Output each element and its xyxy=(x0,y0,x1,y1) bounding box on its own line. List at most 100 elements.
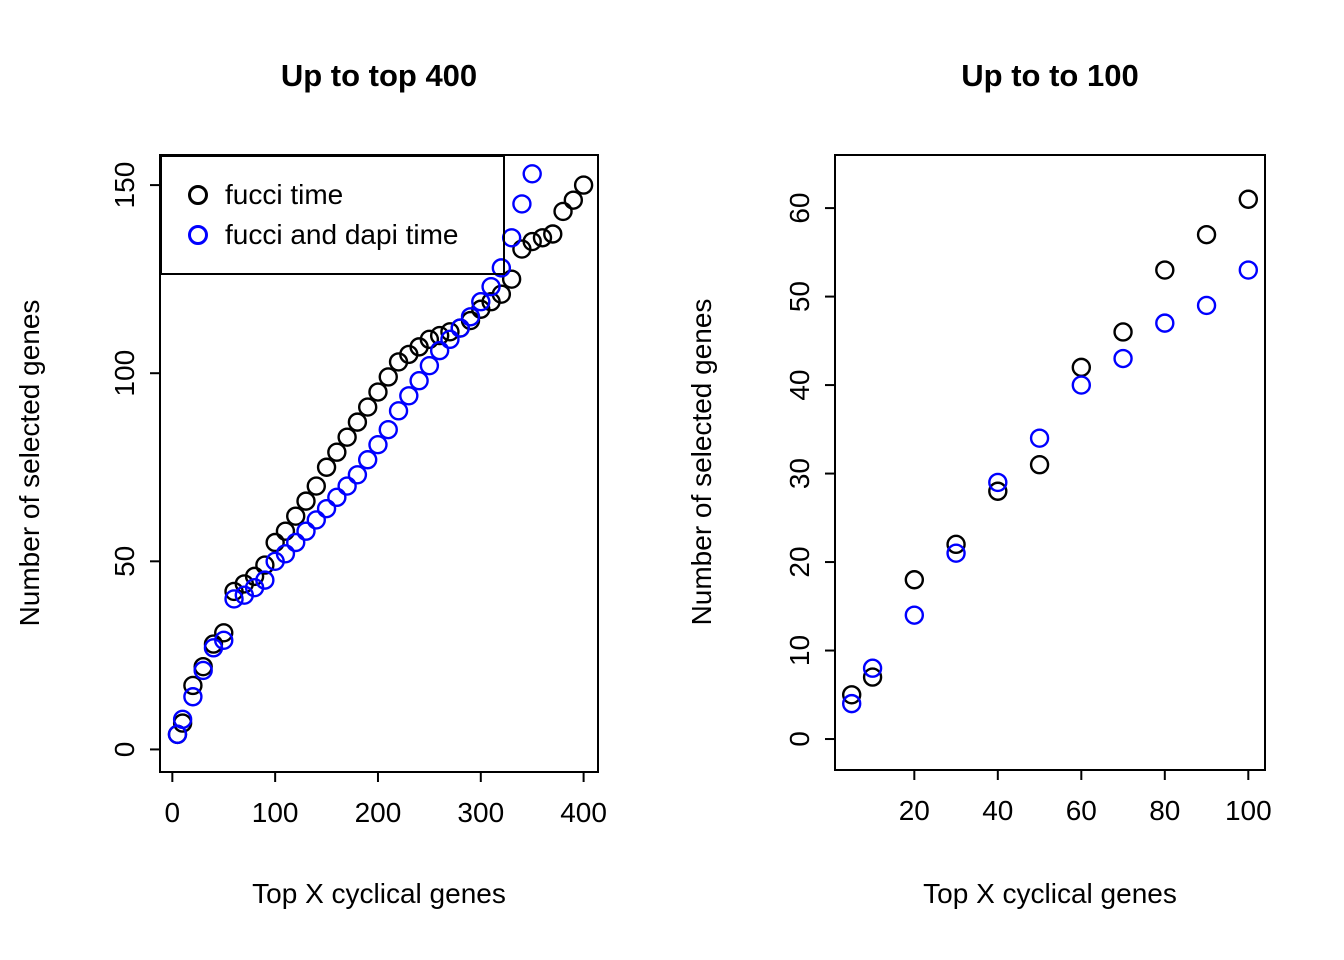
data-point-series-0 xyxy=(440,322,460,342)
data-point-series-1 xyxy=(440,329,460,350)
data-point-series-0 xyxy=(193,656,213,677)
x-tick-label: 300 xyxy=(457,797,504,828)
data-point-series-1 xyxy=(1113,348,1133,369)
data-point-series-1 xyxy=(419,355,440,376)
data-point-series-0 xyxy=(532,228,553,248)
y-tick-label: 10 xyxy=(784,635,815,666)
data-point-series-0 xyxy=(419,329,440,350)
data-point-series-0 xyxy=(337,427,357,447)
panel-left: Up to top 400 Number of selected genes T… xyxy=(14,58,607,909)
x-tick-label: 0 xyxy=(165,797,181,828)
data-point-series-0 xyxy=(1196,224,1217,245)
data-point-series-1 xyxy=(1155,313,1175,333)
data-point-series-1 xyxy=(460,307,481,327)
y-tick-label: 100 xyxy=(109,350,140,397)
y-tick-label: 150 xyxy=(109,162,140,209)
data-point-series-1 xyxy=(368,434,388,455)
legend-row-fucci-time: fucci time xyxy=(188,181,503,209)
data-point-series-0 xyxy=(255,555,275,575)
y-tick-label: 40 xyxy=(784,369,815,400)
data-point-series-1 xyxy=(306,510,326,530)
data-point-series-0 xyxy=(1071,357,1092,378)
data-point-series-1 xyxy=(275,544,296,564)
panel-right: Up to to 100 Number of selected genes To… xyxy=(672,0,1344,960)
data-point-series-1 xyxy=(481,276,501,297)
data-point-series-0 xyxy=(563,190,584,210)
data-point-series-0 xyxy=(1113,322,1133,342)
data-point-series-0 xyxy=(946,534,966,555)
x-tick-label: 400 xyxy=(560,797,607,828)
data-point-series-0 xyxy=(183,675,203,696)
y-tick-label: 50 xyxy=(784,281,815,312)
data-point-series-1 xyxy=(862,658,883,678)
data-point-series-0 xyxy=(862,667,883,687)
data-point-series-0 xyxy=(214,623,234,643)
data-point-series-1 xyxy=(1196,295,1217,316)
data-point-series-1 xyxy=(471,292,491,312)
data-point-series-0 xyxy=(501,269,522,289)
legend-marker-black-circle-icon xyxy=(188,185,208,205)
legend-marker-blue-circle-icon xyxy=(188,225,208,245)
data-point-series-1 xyxy=(388,401,409,421)
data-point-series-1 xyxy=(522,164,542,184)
y-tick-label: 0 xyxy=(109,742,140,758)
data-point-series-1 xyxy=(337,476,357,496)
data-point-series-1 xyxy=(183,687,203,707)
x-axis-label-left: Top X cyclical genes xyxy=(252,878,506,909)
data-point-series-0 xyxy=(327,442,347,462)
data-point-series-0 xyxy=(1029,455,1050,475)
x-tick-label: 60 xyxy=(1066,795,1097,826)
data-point-series-1 xyxy=(224,589,244,609)
plot-title-right: Up to to 100 xyxy=(961,58,1139,93)
y-tick-label: 20 xyxy=(784,546,815,577)
data-point-series-1 xyxy=(904,605,925,625)
data-point-series-0 xyxy=(1155,260,1175,280)
data-point-series-1 xyxy=(255,570,275,590)
y-tick-label: 0 xyxy=(784,731,815,747)
y-tick-label: 50 xyxy=(109,546,140,577)
data-point-series-0 xyxy=(543,224,563,244)
data-point-series-1 xyxy=(316,498,337,519)
data-point-series-0 xyxy=(988,481,1008,501)
x-tick-label: 20 xyxy=(899,795,930,826)
data-point-series-1 xyxy=(347,465,368,485)
data-point-series-1 xyxy=(193,660,213,681)
plot-box xyxy=(834,154,1266,771)
data-point-series-0 xyxy=(378,367,398,387)
data-point-series-0 xyxy=(296,491,316,511)
data-point-series-1 xyxy=(409,371,429,391)
plot-title-left: Up to top 400 xyxy=(280,58,478,93)
data-point-series-1 xyxy=(429,340,450,361)
scatter-plot-left: 0 100 200 300 400 0 50 100 150 xyxy=(109,154,607,828)
data-point-series-1 xyxy=(357,450,378,470)
scatter-plot-right: 20 40 60 80 100 0 10 20 30 40 50 60 xyxy=(784,154,1272,826)
data-point-series-0 xyxy=(573,175,594,195)
x-tick-label: 200 xyxy=(355,797,402,828)
data-point-series-0 xyxy=(368,382,388,402)
x-axis-label-right: Top X cyclical genes xyxy=(923,878,1177,909)
data-point-series-0 xyxy=(357,397,378,417)
data-point-series-0 xyxy=(286,506,306,526)
data-point-series-1 xyxy=(327,487,347,508)
data-point-series-1 xyxy=(501,228,522,248)
data-point-series-0 xyxy=(429,325,450,346)
data-point-series-0 xyxy=(265,532,285,553)
x-tick-label: 100 xyxy=(1225,795,1272,826)
data-point-series-0 xyxy=(306,476,326,496)
data-point-series-0 xyxy=(347,412,368,432)
data-point-series-1 xyxy=(512,194,532,214)
x-tick-label: 80 xyxy=(1149,795,1180,826)
data-point-series-0 xyxy=(1238,189,1259,209)
data-point-series-0 xyxy=(316,457,337,477)
data-point-series-1 xyxy=(172,709,193,730)
data-point-series-1 xyxy=(450,318,470,338)
data-point-series-0 xyxy=(275,521,296,541)
data-point-series-1 xyxy=(286,532,306,553)
y-tick-label: 30 xyxy=(784,458,815,489)
data-point-series-1 xyxy=(399,386,419,406)
legend-label: fucci time xyxy=(225,179,344,210)
data-point-series-1 xyxy=(1029,428,1050,448)
data-point-series-1 xyxy=(946,543,966,563)
data-point-series-1 xyxy=(988,472,1008,493)
